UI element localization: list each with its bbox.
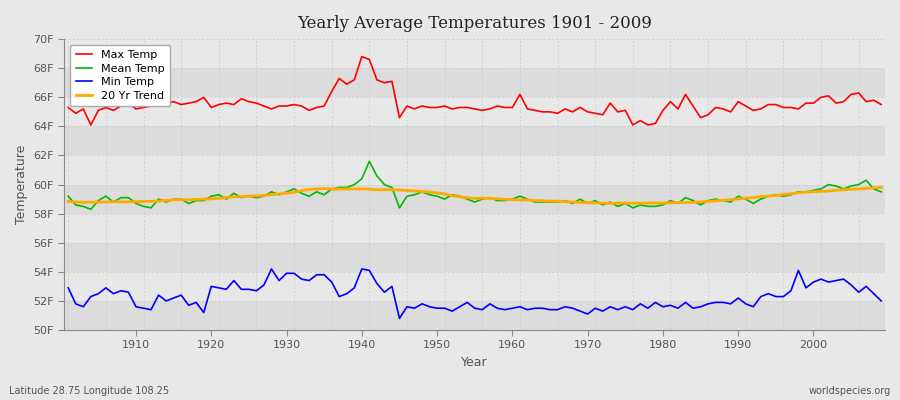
Min Temp [522, 307, 533, 312]
Bar [65, 301, 885, 330]
20 Yr Trend [289, 190, 300, 195]
Max Temp [356, 54, 367, 59]
Max Temp [515, 92, 526, 97]
Line: Mean Temp: Mean Temp [68, 161, 881, 209]
Bar [65, 272, 885, 301]
Bar [65, 184, 885, 214]
Bar [65, 126, 885, 156]
Bar [65, 243, 885, 272]
Min Temp [612, 307, 623, 312]
Min Temp [123, 290, 134, 295]
20 Yr Trend [334, 187, 345, 192]
Bar [65, 214, 885, 243]
Mean Temp [63, 194, 74, 199]
Max Temp [86, 122, 96, 127]
Line: 20 Yr Trend: 20 Yr Trend [68, 188, 881, 203]
Mean Temp [341, 185, 352, 190]
Line: Max Temp: Max Temp [68, 56, 881, 125]
20 Yr Trend [598, 201, 608, 206]
X-axis label: Year: Year [462, 356, 488, 369]
Min Temp [63, 286, 74, 290]
Line: Min Temp: Min Temp [68, 269, 881, 318]
Max Temp [341, 82, 352, 87]
20 Yr Trend [500, 197, 510, 202]
Bar [65, 39, 885, 68]
20 Yr Trend [605, 201, 616, 206]
20 Yr Trend [507, 197, 517, 202]
Mean Temp [515, 194, 526, 199]
20 Yr Trend [876, 185, 886, 190]
Mean Temp [130, 201, 141, 206]
Mean Temp [364, 159, 374, 164]
Max Temp [522, 106, 533, 111]
Min Temp [341, 291, 352, 296]
Mean Temp [522, 197, 533, 202]
Min Temp [394, 316, 405, 321]
Max Temp [296, 104, 307, 108]
Min Temp [515, 304, 526, 309]
Bar [65, 156, 885, 184]
Mean Temp [86, 207, 96, 212]
Title: Yearly Average Temperatures 1901 - 2009: Yearly Average Temperatures 1901 - 2009 [297, 15, 652, 32]
Y-axis label: Temperature: Temperature [15, 145, 28, 224]
Max Temp [63, 105, 74, 110]
Max Temp [876, 102, 886, 107]
Text: Latitude 28.75 Longitude 108.25: Latitude 28.75 Longitude 108.25 [9, 386, 169, 396]
Min Temp [876, 298, 886, 303]
Bar [65, 97, 885, 126]
Mean Temp [612, 204, 623, 209]
Max Temp [130, 106, 141, 111]
Min Temp [296, 277, 307, 282]
Mean Temp [876, 190, 886, 194]
Mean Temp [296, 191, 307, 196]
Min Temp [266, 266, 277, 271]
Text: worldspecies.org: worldspecies.org [809, 386, 891, 396]
20 Yr Trend [63, 199, 74, 204]
Legend: Max Temp, Mean Temp, Min Temp, 20 Yr Trend: Max Temp, Mean Temp, Min Temp, 20 Yr Tre… [70, 45, 170, 106]
20 Yr Trend [123, 199, 134, 204]
Max Temp [612, 110, 623, 114]
Bar [65, 68, 885, 97]
